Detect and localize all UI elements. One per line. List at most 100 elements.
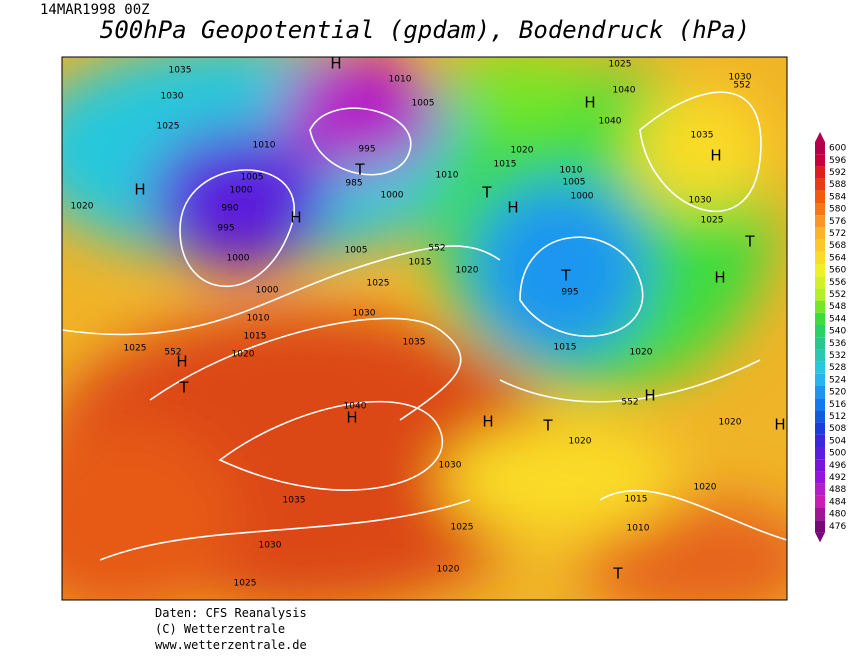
colorbar-label: 580 [829,205,846,215]
colorbar-label: 528 [829,363,846,373]
isobar-label: 1000 [571,192,594,202]
colorbar-swatch [815,349,825,362]
isobar-label: 995 [217,224,234,234]
isobar-label: 1040 [344,402,367,412]
isobar-label: 1020 [456,266,479,276]
isobar-label: 1020 [569,437,592,447]
isobar-label: 552 [621,398,638,408]
isobar-label: 1005 [563,178,586,188]
isobar-label: 1010 [389,75,412,85]
isobar-label: 1020 [511,146,534,156]
isobar-label: 1030 [353,309,376,319]
colorbar-label: 508 [829,424,846,434]
isobar-label: 1015 [494,160,517,170]
colorbar-label: 492 [829,473,846,483]
date-label: 14MAR1998 00Z [40,2,150,18]
colorbar-swatch [815,166,825,179]
isobar-label: 1010 [253,141,276,151]
footer-line: (C) Wetterzentrale [155,622,285,636]
pressure-center: T [178,379,189,397]
colorbar-label: 496 [829,461,846,471]
colorbar-label: 600 [829,144,846,154]
colorbar-label: 572 [829,229,846,239]
isobar-label: 1010 [560,166,583,176]
colorbar-cap [815,132,825,142]
pressure-center: T [481,184,492,202]
pressure-center: T [560,267,571,285]
colorbar-swatch [815,410,825,423]
footer-line: www.wetterzentrale.de [155,638,307,652]
pressure-center: T [354,161,365,179]
colorbar-label: 524 [829,375,846,385]
colorbar-swatch [815,154,825,167]
isobar-label: 1020 [630,348,653,358]
colorbar-label: 536 [829,339,846,349]
isobar-label: 1035 [691,131,714,141]
colorbar-label: 484 [829,497,846,507]
isobar-label: 1000 [227,254,250,264]
isobar-label: 1025 [234,579,257,589]
colorbar-swatch [815,239,825,252]
colorbar-swatch [815,337,825,350]
isobar-label: 1030 [259,541,282,551]
colorbar: 600 596 592 588 584 580 576 572 568 564 560 556 552 5… [815,132,846,543]
map-title: 500hPa Geopotential (gpdam), Bodendruck … [100,16,750,44]
pressure-center: H [584,94,595,112]
pressure-center: T [744,233,755,251]
isobar-label: 1005 [345,246,368,256]
pressure-center: H [176,353,187,371]
isobar-label: 1025 [451,523,474,533]
colorbar-label: 568 [829,241,846,251]
colorbar-label: 596 [829,156,846,166]
isobar-label: 1020 [437,565,460,575]
isobar-label: 1020 [71,202,94,212]
isobar-label: 1020 [232,350,255,360]
colorbar-swatch [815,227,825,240]
colorbar-label: 556 [829,278,846,288]
colorbar-swatch [815,215,825,228]
pressure-center: H [482,413,493,431]
colorbar-label: 576 [829,217,846,227]
colorbar-swatch [815,483,825,496]
colorbar-swatch [815,312,825,325]
isobars [62,91,787,561]
pressure-center: T [542,417,553,435]
colorbar-label: 520 [829,388,846,398]
colorbar-label: 516 [829,400,846,410]
pressure-center: H [134,181,145,199]
isobar-label: 1025 [701,216,724,226]
isobar-label: 1010 [436,171,459,181]
isobar-label: 1025 [609,60,632,70]
colorbar-label: 512 [829,412,846,422]
colorbar-label: 548 [829,302,846,312]
colorbar-swatch [815,520,825,533]
pressure-center: H [710,147,721,165]
colorbar-swatch [815,495,825,508]
colorbar-label: 500 [829,449,846,459]
isobar-label: 552 [733,81,750,91]
isobar-label: 1010 [627,524,650,534]
colorbar-label: 480 [829,510,846,520]
isobar-label: 1000 [230,186,253,196]
colorbar-swatch [815,471,825,484]
isobar-label: 1040 [613,86,636,96]
pressure-center: H [644,387,655,405]
isobar-label: 1010 [247,314,270,324]
pressure-center: H [714,269,725,287]
footer-line: Daten: CFS Reanalysis [155,606,307,620]
isobar-label: 552 [428,244,445,254]
isobar-label: 1025 [124,344,147,354]
isobar-label: 1000 [256,286,279,296]
colorbar-swatch [815,276,825,289]
colorbar-label: 592 [829,168,846,178]
colorbar-swatch [815,361,825,374]
isobar-label: 1015 [409,258,432,268]
colorbar-label: 560 [829,266,846,276]
pressure-center: H [346,409,357,427]
colorbar-swatch [815,178,825,191]
colorbar-swatch [815,251,825,264]
isobar-label: 1035 [283,496,306,506]
colorbar-swatch [815,373,825,386]
colorbar-swatch [815,142,825,155]
colorbar-label: 552 [829,290,846,300]
